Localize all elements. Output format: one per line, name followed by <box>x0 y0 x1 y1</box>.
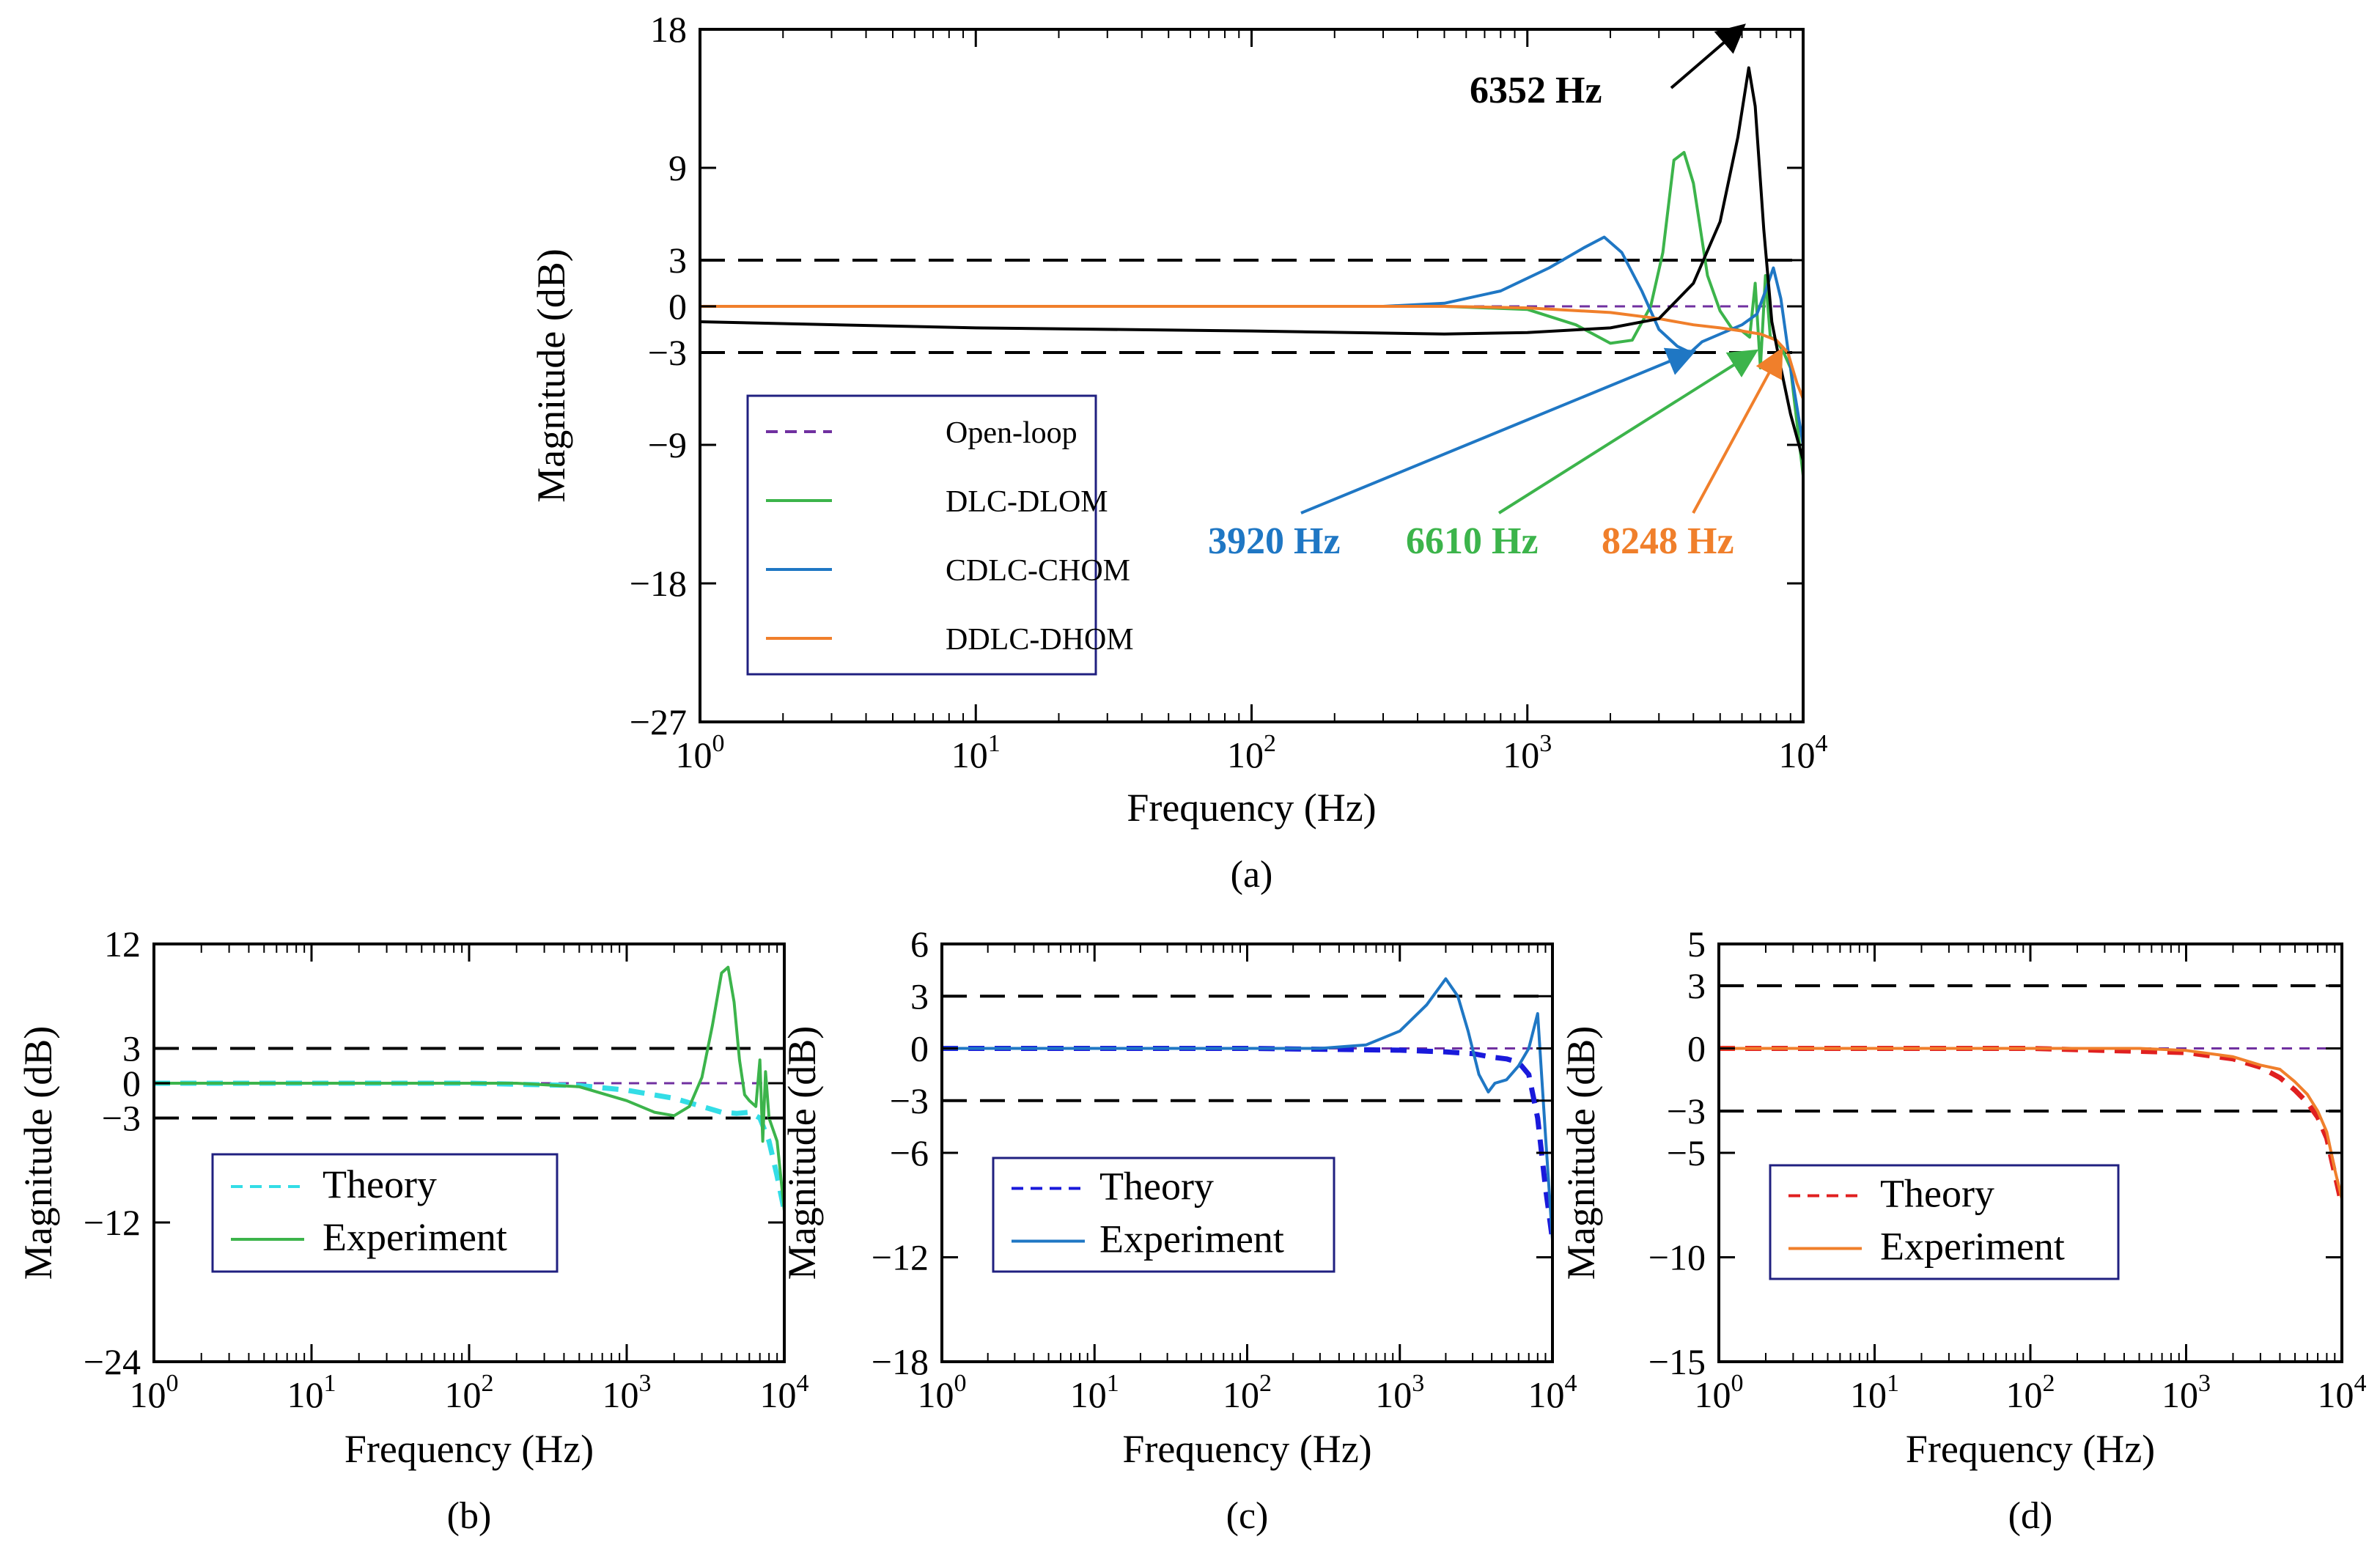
x-tick-label: 104 <box>1528 1370 1577 1415</box>
y-tick-label: 18 <box>650 9 687 50</box>
y-tick-label: −3 <box>890 1080 929 1121</box>
x-tick-label: 101 <box>951 730 1001 775</box>
x-tick-label: 102 <box>1227 730 1276 775</box>
annotation-arrow <box>1670 23 1746 89</box>
annotation-label: 6352 Hz <box>1470 70 1602 111</box>
y-axis-label: Magnitude (dB) <box>780 1026 824 1280</box>
x-tick-label: 102 <box>445 1370 494 1415</box>
y-tick-label: −18 <box>872 1341 929 1382</box>
legend-label: Theory <box>1099 1165 1214 1209</box>
legend: Theory Experiment <box>992 1157 1335 1273</box>
y-tick-label: 12 <box>104 923 141 964</box>
annotation-arrow <box>1300 347 1697 514</box>
legend: Open-loop DLC-DLOM CDLC-CHOM DDLC-DHOM <box>746 394 1134 676</box>
x-axis-label: Frequency (Hz) <box>1127 786 1376 830</box>
series-3 <box>700 305 1803 399</box>
legend-label: Experiment <box>323 1215 507 1259</box>
series-2 <box>154 965 784 1211</box>
annotation-label: 3920 Hz <box>1208 520 1341 562</box>
annotation-arrow <box>1692 347 1783 514</box>
legend-label: DDLC-DHOM <box>946 623 1134 657</box>
y-axis-label: Magnitude (dB) <box>529 248 573 502</box>
legend-label: CDLC-CHOM <box>946 554 1130 588</box>
x-tick-label: 100 <box>1695 1370 1744 1415</box>
legend-box <box>211 1153 559 1273</box>
x-tick-label: 102 <box>2006 1370 2055 1415</box>
y-tick-label: −15 <box>1648 1341 1706 1382</box>
legend-box <box>992 1157 1335 1273</box>
panel-caption: (b) <box>447 1495 492 1537</box>
y-tick-label: −3 <box>648 332 687 373</box>
y-tick-label: −5 <box>1667 1132 1706 1173</box>
x-tick-label: 103 <box>2162 1370 2211 1415</box>
y-tick-label: −9 <box>648 424 687 465</box>
x-tick-label: 104 <box>2318 1370 2367 1415</box>
x-tick-label: 101 <box>1850 1370 1899 1415</box>
legend-label: Theory <box>1880 1172 1994 1216</box>
x-tick-label: 103 <box>1503 730 1552 775</box>
y-tick-label: 3 <box>668 240 687 281</box>
x-tick-label: 103 <box>603 1370 652 1415</box>
y-tick-label: 5 <box>1687 923 1706 964</box>
annotation-arrow <box>1497 349 1759 514</box>
y-axis-label: Magnitude (dB) <box>16 1026 60 1280</box>
x-tick-label: 100 <box>676 730 725 775</box>
x-tick-label: 104 <box>1779 730 1828 775</box>
panel-caption: (a) <box>1231 854 1273 896</box>
y-axis-label: Magnitude (dB) <box>1559 1026 1603 1280</box>
series-4 <box>700 66 1803 461</box>
y-tick-label: 0 <box>122 1063 141 1104</box>
y-tick-label: 3 <box>910 975 929 1017</box>
x-axis-label: Frequency (Hz) <box>345 1427 594 1471</box>
x-tick-label: 101 <box>1070 1370 1119 1415</box>
series-1 <box>942 1046 1552 1241</box>
y-tick-label: −24 <box>84 1341 141 1382</box>
legend-label: Experiment <box>1880 1225 2065 1269</box>
y-tick-label: 0 <box>910 1028 929 1069</box>
y-tick-label: 0 <box>1687 1028 1706 1069</box>
y-tick-label: 6 <box>910 923 929 964</box>
y-tick-label: 3 <box>122 1028 141 1069</box>
x-tick-label: 104 <box>760 1370 809 1415</box>
plot-frame <box>1717 943 2343 1363</box>
annotation-label: 8248 Hz <box>1602 520 1734 562</box>
x-axis-label: Frequency (Hz) <box>1122 1427 1371 1471</box>
y-tick-label: 0 <box>668 286 687 327</box>
y-tick-label: −6 <box>890 1132 929 1173</box>
x-tick-label: 100 <box>130 1370 179 1415</box>
panel-caption: (d) <box>2008 1495 2053 1537</box>
y-tick-label: −3 <box>1667 1091 1706 1132</box>
y-tick-label: −3 <box>102 1098 141 1139</box>
y-tick-label: 3 <box>1687 965 1706 1006</box>
series-2 <box>1719 1047 2342 1200</box>
legend: Theory Experiment <box>1769 1164 2120 1280</box>
y-tick-label: −18 <box>630 563 687 604</box>
y-tick-label: 9 <box>668 147 687 188</box>
series-2 <box>942 977 1552 1240</box>
y-tick-label: −12 <box>84 1202 141 1243</box>
legend-label: Experiment <box>1099 1217 1284 1261</box>
plot-frame <box>152 943 786 1363</box>
y-tick-label: −12 <box>872 1237 929 1278</box>
legend-label: Theory <box>323 1162 437 1206</box>
y-tick-label: −10 <box>1648 1237 1706 1278</box>
legend-box <box>746 394 1097 676</box>
y-tick-label: −27 <box>630 701 687 742</box>
x-tick-label: 103 <box>1375 1370 1424 1415</box>
x-tick-label: 100 <box>918 1370 967 1415</box>
legend-label: DLC-DLOM <box>946 485 1108 519</box>
legend: Theory Experiment <box>211 1153 559 1273</box>
legend-box <box>1769 1164 2120 1280</box>
annotation-label: 6610 Hz <box>1406 520 1539 562</box>
x-axis-label: Frequency (Hz) <box>1906 1427 2155 1471</box>
x-tick-label: 102 <box>1223 1370 1272 1415</box>
x-tick-label: 101 <box>287 1370 336 1415</box>
panel-caption: (c) <box>1226 1495 1269 1537</box>
legend-label: Open-loop <box>946 416 1077 450</box>
